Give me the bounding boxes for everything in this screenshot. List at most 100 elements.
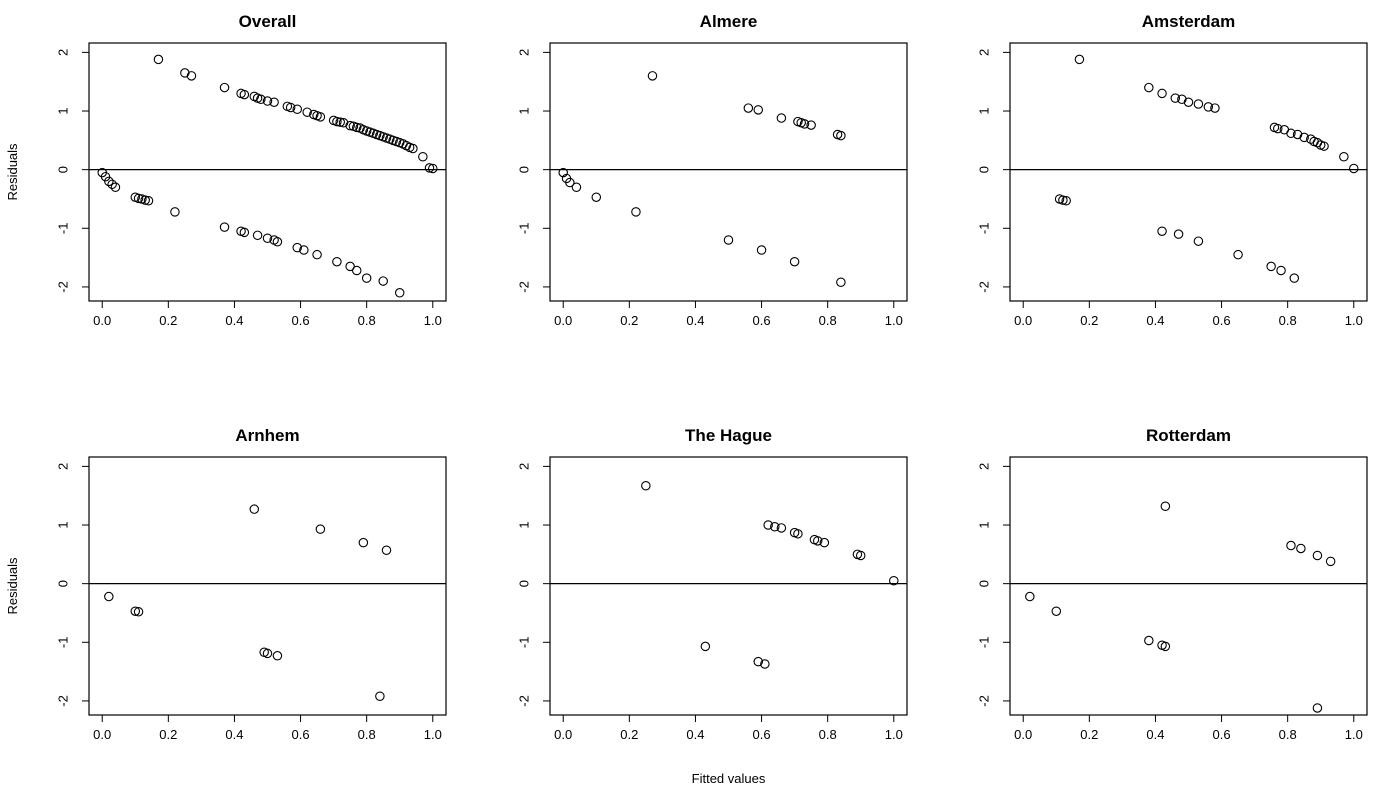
data-point xyxy=(351,265,362,276)
panel-arnhem: Arnhem 0.0 0.2 0.4 0.6 0.8 1.0 -2 -1 0 1 2 Residuals xyxy=(5,426,447,742)
data-point xyxy=(345,261,355,272)
panel-frame xyxy=(88,42,447,302)
y-tick-label: 2 xyxy=(56,49,71,56)
x-tick-label: 1.0 xyxy=(424,313,442,328)
y-tick-label: -1 xyxy=(517,637,532,649)
data-point xyxy=(591,192,602,202)
data-point xyxy=(143,195,154,206)
data-point xyxy=(558,167,568,178)
y-tick-label: 1 xyxy=(977,107,992,114)
y-tick-label: 2 xyxy=(56,463,71,470)
x-tick-label: 0.0 xyxy=(93,313,111,328)
data-point xyxy=(428,163,438,174)
data-point xyxy=(408,143,418,154)
data-point xyxy=(1183,97,1194,107)
x-tick-label: 0.2 xyxy=(159,313,177,328)
y-tick-label: -1 xyxy=(977,637,992,649)
data-point xyxy=(1058,195,1068,205)
data-point xyxy=(1051,606,1062,616)
data-point xyxy=(1193,236,1204,246)
data-point xyxy=(806,120,816,130)
panel-title: Almere xyxy=(700,12,758,31)
data-point xyxy=(799,119,810,129)
x-tick-label: 0.0 xyxy=(554,313,572,328)
data-point xyxy=(375,691,385,701)
data-point xyxy=(1273,123,1283,134)
x-tick-label: 0.0 xyxy=(554,727,572,742)
y-tick-label: -2 xyxy=(977,695,992,707)
data-point xyxy=(793,529,803,539)
data-point xyxy=(1339,152,1349,162)
data-point xyxy=(107,179,117,190)
panel-frame xyxy=(549,42,908,302)
panel-frame xyxy=(1009,42,1368,302)
data-point xyxy=(1319,141,1329,151)
y-tick-label: 0 xyxy=(517,166,532,173)
data-point xyxy=(1193,99,1204,109)
y-axis-label: Residuals xyxy=(5,143,20,201)
data-point xyxy=(1286,128,1296,139)
x-tick-label: 0.6 xyxy=(1213,727,1231,742)
x-tick-label: 0.6 xyxy=(292,727,310,742)
data-point xyxy=(418,152,428,162)
panel-almere: Almere 0.0 0.2 0.4 0.6 0.8 1.0 -2 -1 0 1 2 xyxy=(517,12,908,328)
data-point xyxy=(1276,265,1286,276)
data-point xyxy=(262,96,273,106)
y-axis-label: Residuals xyxy=(5,557,20,615)
x-tick-label: 0.2 xyxy=(620,313,638,328)
data-point xyxy=(381,545,392,555)
x-tick-label: 0.6 xyxy=(292,313,310,328)
panel-title: The Hague xyxy=(685,426,772,445)
data-point xyxy=(1177,94,1187,105)
data-point xyxy=(153,54,164,65)
data-point xyxy=(1210,103,1220,113)
x-tick-label: 0.2 xyxy=(159,727,177,742)
x-tick-label: 0.8 xyxy=(819,313,837,328)
data-point xyxy=(110,182,121,192)
data-point xyxy=(1157,88,1167,99)
y-tick-label: 1 xyxy=(977,521,992,528)
x-tick-label: 0.8 xyxy=(819,727,837,742)
x-tick-label: 0.8 xyxy=(358,727,376,742)
panel-amsterdam: Amsterdam 0.0 0.2 0.4 0.6 0.8 1.0 -2 -1 0 1 2 xyxy=(977,12,1368,328)
data-point xyxy=(776,113,787,123)
data-point xyxy=(239,89,250,100)
data-point xyxy=(332,116,342,127)
data-point xyxy=(1312,550,1323,561)
data-point xyxy=(760,659,770,669)
data-point xyxy=(1170,93,1181,103)
x-tick-label: 0.2 xyxy=(1080,727,1098,742)
data-point xyxy=(1325,556,1336,567)
data-point xyxy=(700,641,711,652)
data-point xyxy=(1025,591,1035,602)
data-point xyxy=(753,105,763,115)
data-point xyxy=(100,171,111,182)
data-point xyxy=(1233,249,1243,260)
y-tick-label: -1 xyxy=(56,637,71,649)
data-point xyxy=(345,120,355,131)
panel-frame xyxy=(1009,456,1368,716)
data-point xyxy=(186,71,197,81)
data-point xyxy=(1349,163,1359,174)
y-tick-label: 1 xyxy=(56,107,71,114)
data-point xyxy=(756,245,767,255)
data-point xyxy=(272,651,283,661)
x-tick-label: 0.4 xyxy=(686,727,704,742)
data-point xyxy=(361,273,372,283)
data-point xyxy=(776,523,787,533)
y-tick-label: -1 xyxy=(517,223,532,235)
data-point xyxy=(302,107,312,117)
x-tick-label: 0.8 xyxy=(358,313,376,328)
data-point xyxy=(1061,195,1071,206)
x-tick-label: 0.2 xyxy=(620,727,638,742)
data-point xyxy=(292,104,302,115)
data-point xyxy=(315,524,326,534)
data-point xyxy=(338,117,349,128)
panel-the-hague: The Hague 0.0 0.2 0.4 0.6 0.8 1.0 -2 -1 0 1 2 Fitted… xyxy=(517,426,908,786)
data-point xyxy=(889,575,899,586)
data-point xyxy=(641,480,651,491)
x-tick-label: 0.6 xyxy=(753,727,771,742)
data-point xyxy=(299,245,309,255)
data-point xyxy=(219,82,230,93)
